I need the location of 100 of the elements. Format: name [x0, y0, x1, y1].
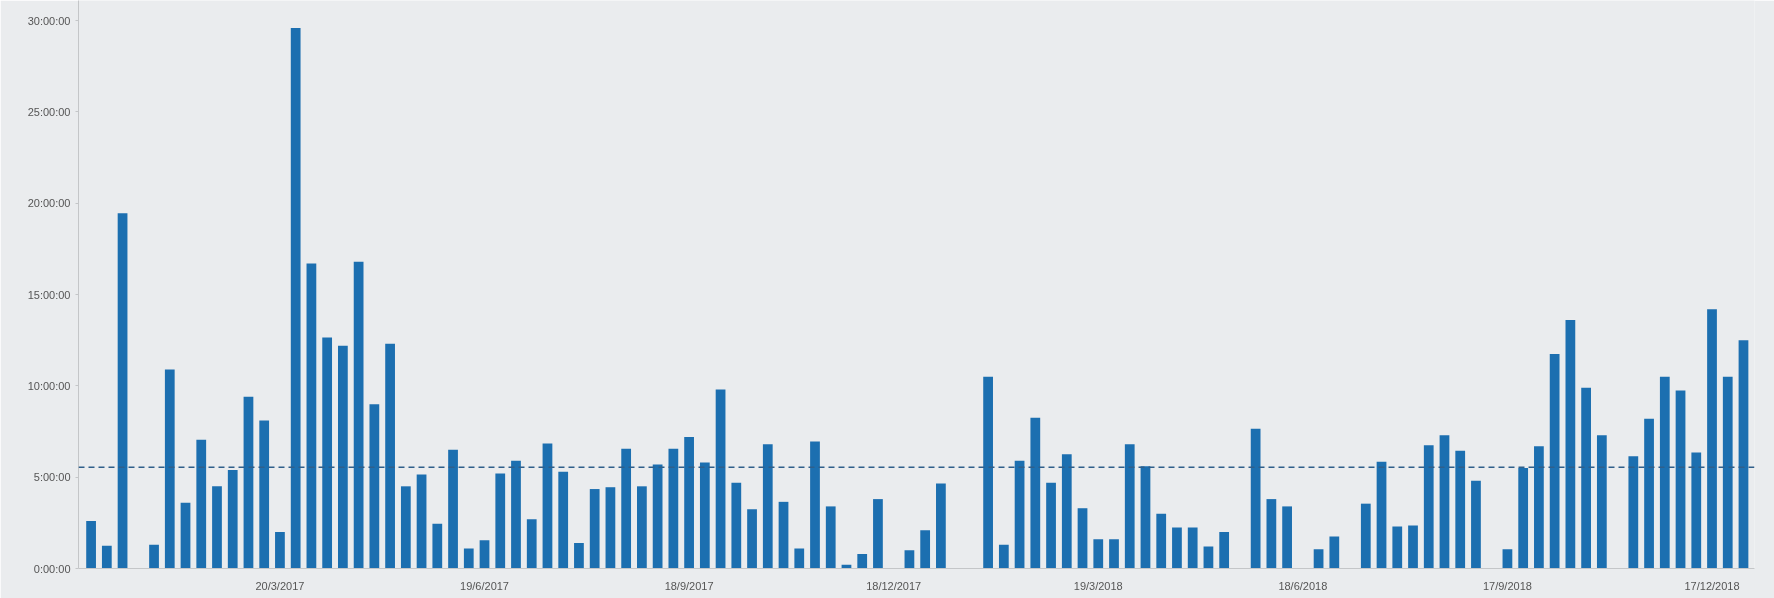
bar: [259, 420, 270, 569]
bar: [290, 27, 301, 569]
bar: [1581, 387, 1591, 569]
bar: [715, 389, 726, 569]
bar: [416, 474, 427, 569]
bar: [1392, 526, 1403, 569]
bar: [212, 486, 222, 569]
bar: [1282, 506, 1292, 569]
bar: [1376, 461, 1387, 569]
bar: [558, 471, 569, 569]
bar: [243, 396, 254, 569]
bar: [400, 486, 411, 569]
bar: [526, 519, 537, 569]
bar: [275, 531, 285, 569]
bar: [1030, 417, 1041, 569]
x-tick-label: 17/12/2018: [1684, 579, 1740, 592]
bar: [101, 545, 112, 569]
bar: [1266, 499, 1277, 569]
x-tick-label: 19/6/2017: [460, 579, 509, 592]
bar: [1518, 468, 1529, 569]
bar: [385, 343, 395, 569]
x-tick-label: 18/6/2018: [1278, 579, 1328, 592]
bar: [1360, 503, 1371, 569]
bar: [1738, 340, 1749, 569]
bar: [306, 263, 317, 569]
bar: [432, 523, 443, 569]
bar: [904, 550, 915, 569]
bar: [731, 482, 742, 569]
bar: [1644, 418, 1654, 569]
bar: [322, 337, 333, 569]
x-tick-label: 18/9/2017: [664, 579, 714, 592]
bar: [1140, 466, 1151, 569]
bar: [1549, 353, 1560, 569]
bar: [164, 369, 175, 569]
bar: [810, 441, 820, 569]
bar: [463, 548, 474, 569]
bar: [369, 404, 380, 569]
bar: [873, 499, 883, 569]
bar: [574, 542, 584, 569]
bar: [227, 469, 238, 569]
bar: [338, 345, 348, 569]
y-tick-label: 20:00:00: [27, 197, 71, 210]
bar: [1061, 454, 1072, 569]
bar: [1156, 513, 1167, 569]
bar: [1455, 450, 1466, 569]
bar: [778, 501, 789, 569]
bar: [762, 444, 773, 569]
bar: [668, 448, 679, 569]
bar: [747, 509, 757, 569]
bar: [1219, 531, 1230, 569]
bar: [794, 548, 805, 569]
bar: [1046, 482, 1056, 569]
y-tick-label: 30:00:00: [27, 14, 71, 27]
x-tick-label: 18/12/2017: [866, 579, 922, 592]
bar: [936, 483, 946, 569]
y-tick-label: 0:00:00: [33, 562, 71, 575]
bar: [86, 521, 96, 569]
bar: [1329, 536, 1340, 569]
bar: [684, 437, 694, 569]
bar: [589, 489, 600, 569]
bar: [479, 540, 490, 569]
bar: [353, 261, 364, 569]
bar: [1124, 444, 1135, 569]
bar: [1423, 445, 1434, 569]
bar: [1077, 508, 1088, 569]
x-tick-label: 19/3/2018: [1073, 579, 1123, 592]
bar: [857, 553, 868, 569]
bar: [825, 506, 836, 569]
bar: [621, 448, 632, 569]
bar: [495, 473, 506, 569]
bar: [117, 213, 128, 569]
bar: [1502, 549, 1513, 569]
bar: [180, 502, 191, 569]
bar: [1628, 456, 1639, 569]
bar: [1675, 390, 1686, 569]
bar: [1565, 320, 1576, 569]
bar: [1722, 376, 1733, 569]
bar: [652, 464, 663, 569]
bar: [983, 376, 993, 569]
bar: [1659, 376, 1670, 569]
bar: [1014, 460, 1025, 569]
bar: [637, 486, 647, 569]
bar: [448, 449, 458, 569]
bar: [542, 443, 553, 569]
bar: [1596, 435, 1607, 569]
y-tick-label: 10:00:00: [27, 379, 71, 392]
bar: [1093, 539, 1104, 569]
bar: [1109, 539, 1119, 569]
y-tick-label: 25:00:00: [27, 105, 71, 118]
bar: [1172, 527, 1182, 569]
y-tick-label: 15:00:00: [27, 288, 71, 301]
bar: [196, 439, 207, 569]
bar: [149, 544, 159, 569]
bar: [1534, 446, 1544, 569]
bar: [1707, 309, 1717, 569]
x-tick-label: 17/9/2018: [1482, 579, 1532, 592]
bar: [1187, 527, 1198, 569]
bar: [605, 487, 616, 569]
bar: [1408, 525, 1418, 569]
bar: [1250, 428, 1261, 569]
